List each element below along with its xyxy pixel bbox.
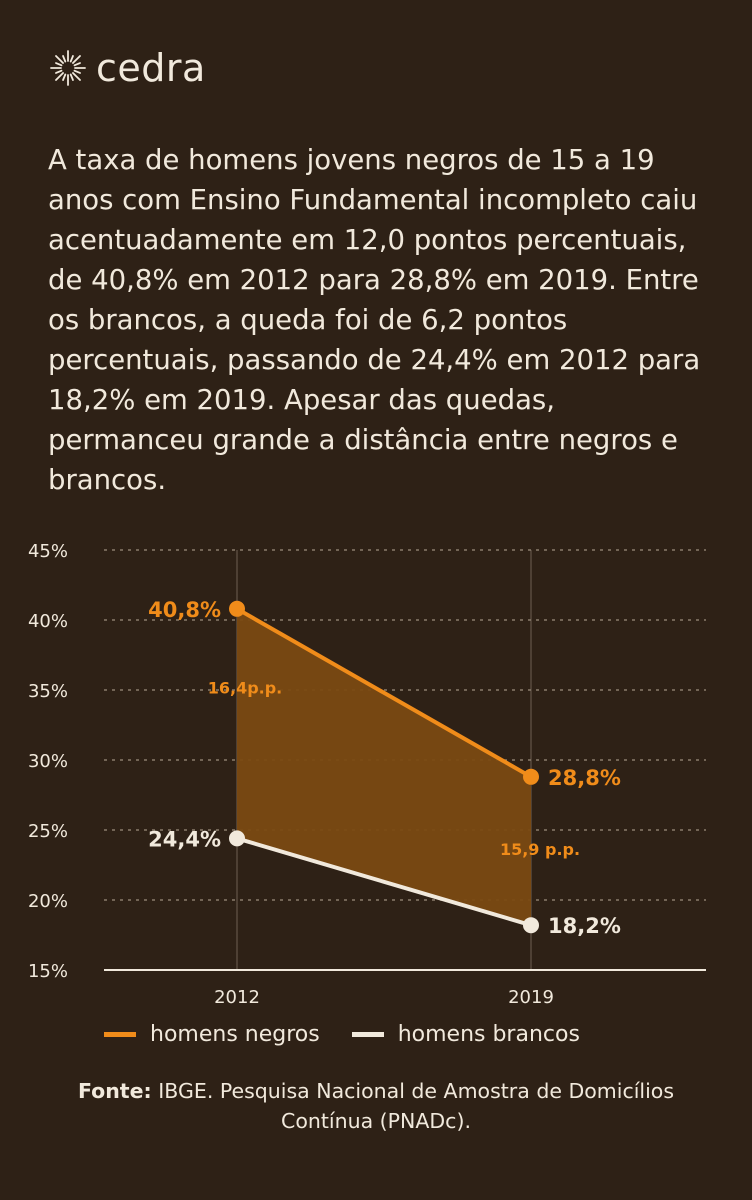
- y-tick-label: 15%: [28, 961, 68, 982]
- gap-area: [237, 608, 531, 926]
- data-point-brancos: [523, 917, 539, 934]
- data-label-brancos: 24,4%: [148, 827, 221, 851]
- intro-text: A taxa de homens jovens negros de 15 a 1…: [48, 144, 701, 496]
- data-point-negros: [523, 768, 539, 785]
- data-label-brancos: 18,2%: [548, 914, 621, 938]
- series-line-negros: [236, 607, 532, 779]
- y-tick-label: 45%: [28, 541, 68, 562]
- source-note: Fonte: IBGE. Pesquisa Nacional de Amostr…: [40, 1076, 712, 1136]
- legend-swatch-brancos: [351, 1032, 384, 1037]
- data-point-brancos: [229, 830, 245, 847]
- y-tick-label: 35%: [28, 681, 68, 702]
- sun-ray: [62, 73, 67, 81]
- sun-burst-icon: [50, 50, 86, 86]
- y-tick-label: 30%: [28, 751, 68, 772]
- sun-ray: [69, 73, 74, 81]
- legend-label-brancos: homens brancos: [397, 1022, 580, 1047]
- sun-ray: [73, 69, 81, 74]
- sun-ray: [69, 55, 74, 63]
- x-tick-label: 2019: [508, 987, 554, 1008]
- y-tick-label: 20%: [28, 891, 68, 912]
- brand-name: cedra: [96, 46, 206, 90]
- sun-ray: [72, 55, 81, 64]
- sun-ray: [55, 69, 63, 74]
- source-prefix: Fonte:: [77, 1079, 152, 1103]
- data-label-negros: 28,8%: [548, 766, 621, 790]
- sun-ray: [55, 62, 63, 67]
- sun-ray: [55, 55, 64, 64]
- sun-ray: [72, 72, 81, 81]
- data-label-negros: 40,8%: [148, 598, 221, 622]
- sun-ray: [55, 72, 64, 81]
- legend-item-negros: homens negros: [104, 1022, 320, 1047]
- legend-swatch-negros: [104, 1032, 136, 1037]
- legend: homens negros homens brancos: [104, 1022, 612, 1047]
- brand-logo: cedra: [48, 44, 206, 92]
- data-point-negros: [229, 600, 245, 617]
- sun-ray: [73, 62, 81, 67]
- gap-annotation: 15,9 p.p.: [500, 840, 580, 859]
- gap-annotation: 16,4p.p.: [208, 679, 283, 698]
- y-tick-label: 25%: [28, 821, 68, 842]
- legend-item-brancos: homens brancos: [351, 1022, 580, 1047]
- y-tick-label: 40%: [28, 611, 68, 632]
- line-chart: 15% 20% 25% 30% 35% 40% 45% 2012 2019 40,8% 28,8% 2…: [28, 541, 706, 1008]
- legend-label-negros: homens negros: [150, 1022, 320, 1047]
- series-line-brancos: [236, 836, 532, 928]
- x-tick-label: 2012: [214, 987, 260, 1008]
- sun-ray: [62, 55, 67, 63]
- source-text: IBGE. Pesquisa Nacional de Amostra de Do…: [151, 1079, 675, 1133]
